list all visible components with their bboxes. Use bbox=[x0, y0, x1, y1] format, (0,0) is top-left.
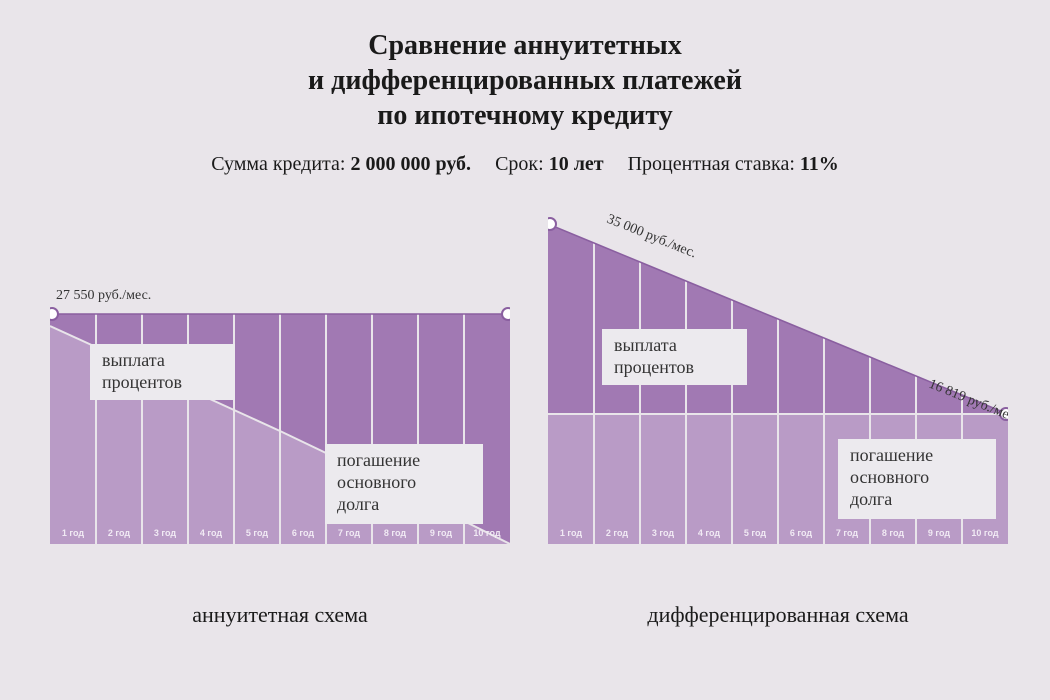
label-box-text: долга bbox=[850, 489, 892, 509]
subtitle-item: Срок: 10 лет bbox=[495, 153, 604, 176]
start-marker bbox=[548, 218, 556, 230]
subtitle-label: Срок: bbox=[495, 153, 549, 175]
x-axis-label: 8 год bbox=[882, 528, 905, 538]
x-axis-label: 8 год bbox=[384, 528, 407, 538]
subtitle-value: 11% bbox=[800, 153, 839, 175]
subtitle-label: Сумма кредита: bbox=[211, 153, 350, 175]
annuity-chart: 1 год 2 год 3 год 4 год 5 год 6 год 7 год 8 год… bbox=[50, 194, 510, 584]
title-line: по ипотечному кредиту bbox=[377, 100, 672, 131]
x-axis-label: 9 год bbox=[430, 528, 453, 538]
differentiated-chart: 1 год 2 год 3 год 4 год 5 год 6 год 7 год 8 год… bbox=[548, 194, 1008, 584]
label-box-text: погашение bbox=[850, 445, 933, 465]
x-axis-label: 3 год bbox=[652, 528, 675, 538]
subtitle-label: Процентная ставка: bbox=[628, 153, 800, 175]
label-box-text: долга bbox=[337, 494, 379, 514]
differentiated-chart-col: 1 год 2 год 3 год 4 год 5 год 6 год 7 год 8 год… bbox=[548, 194, 1008, 628]
page: Сравнение аннуитетных и дифференцированны… bbox=[0, 0, 1050, 700]
x-axis-label: 6 год bbox=[292, 528, 315, 538]
x-axis-label: 7 год bbox=[836, 528, 859, 538]
label-box-text: выплата bbox=[614, 335, 677, 355]
start-value-label: 27 550 руб./мес. bbox=[56, 288, 151, 303]
x-axis-label: 10 год bbox=[473, 528, 501, 538]
annuity-chart-col: 1 год 2 год 3 год 4 год 5 год 6 год 7 год 8 год… bbox=[50, 194, 510, 628]
x-axis-label: 5 год bbox=[744, 528, 767, 538]
x-axis-label: 4 год bbox=[200, 528, 223, 538]
x-axis-label: 2 год bbox=[606, 528, 629, 538]
label-box-text: основного bbox=[337, 472, 416, 492]
charts-row: 1 год 2 год 3 год 4 год 5 год 6 год 7 год 8 год… bbox=[40, 194, 1010, 628]
x-axis-label: 3 год bbox=[154, 528, 177, 538]
x-axis-label: 1 год bbox=[62, 528, 85, 538]
subtitle-item: Сумма кредита: 2 000 000 руб. bbox=[211, 153, 471, 176]
subtitle-item: Процентная ставка: 11% bbox=[628, 153, 839, 176]
title-line: и дифференцированных платежей bbox=[308, 65, 742, 96]
differentiated-caption: дифференцированная схема bbox=[548, 602, 1008, 628]
x-axis-label: 7 год bbox=[338, 528, 361, 538]
x-axis-label: 5 год bbox=[246, 528, 269, 538]
page-title: Сравнение аннуитетных и дифференцированны… bbox=[40, 28, 1010, 133]
label-box-text: основного bbox=[850, 467, 929, 487]
x-axis-label: 2 год bbox=[108, 528, 131, 538]
subtitle-value: 2 000 000 руб. bbox=[350, 153, 471, 175]
title-line: Сравнение аннуитетных bbox=[368, 30, 682, 61]
label-box-text: процентов bbox=[102, 372, 182, 392]
subtitle-value: 10 лет bbox=[549, 153, 604, 175]
start-marker bbox=[50, 308, 58, 320]
x-axis-label: 10 год bbox=[971, 528, 999, 538]
x-axis-label: 9 год bbox=[928, 528, 951, 538]
end-marker bbox=[502, 308, 510, 320]
annuity-caption: аннуитетная схема bbox=[50, 602, 510, 628]
x-axis-label: 4 год bbox=[698, 528, 721, 538]
label-box-text: выплата bbox=[102, 350, 165, 370]
x-axis-label: 6 год bbox=[790, 528, 813, 538]
x-axis-label: 1 год bbox=[560, 528, 583, 538]
label-box-text: процентов bbox=[614, 357, 694, 377]
label-box-text: погашение bbox=[337, 450, 420, 470]
subtitle-row: Сумма кредита: 2 000 000 руб. Срок: 10 ле… bbox=[40, 153, 1010, 176]
